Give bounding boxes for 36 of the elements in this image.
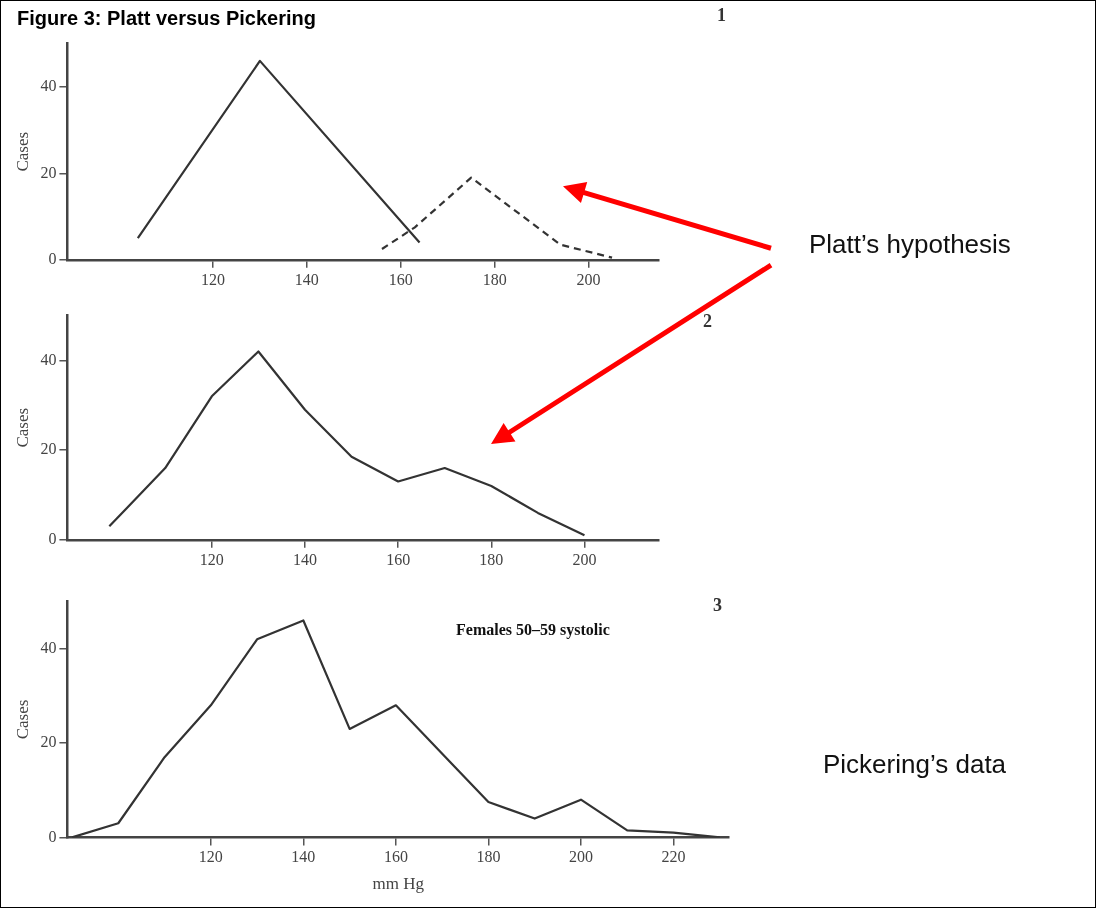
y-tick-label: 20 [40, 733, 57, 751]
text: 2 [703, 311, 712, 332]
y-tick-label: 40 [40, 77, 57, 95]
x-tick-label: 180 [476, 848, 501, 866]
y-tick-label: 20 [40, 163, 57, 181]
text: 1 [717, 5, 726, 26]
x-tick-label: 160 [386, 550, 411, 568]
y-tick-label: 0 [48, 530, 57, 547]
x-tick-label: 200 [568, 848, 593, 866]
text: Pickering’s data [823, 749, 1007, 780]
x-axis-title: mm Hg [372, 874, 425, 894]
x-tick-label: 220 [661, 848, 686, 866]
x-tick-label: 140 [292, 550, 317, 568]
x-tick-label: 120 [199, 550, 224, 568]
x-tick-label: 180 [479, 550, 504, 568]
x-tick-label: 140 [294, 270, 319, 288]
y-tick-label: 0 [48, 250, 57, 267]
y-tick-label: 40 [40, 638, 57, 656]
annotation: 3 [713, 595, 722, 616]
y-axis-title: Cases [12, 131, 32, 172]
x-tick-label: 200 [576, 270, 601, 288]
y-tick-label: 20 [40, 440, 57, 458]
chart-title: Figure 3: Platt versus Pickering [17, 7, 316, 30]
y-tick-label: 0 [48, 827, 57, 845]
x-tick-label: 140 [291, 848, 316, 866]
y-tick-label: 40 [40, 350, 57, 368]
x-tick-label: 180 [482, 270, 507, 288]
y-axis-title: Cases [12, 407, 32, 448]
x-tick-label: 160 [383, 848, 408, 866]
y-axis-title: Cases [12, 699, 32, 740]
x-tick-label: 120 [198, 848, 223, 866]
x-tick-label: 200 [572, 550, 597, 568]
text: Platt’s hypothesis [809, 229, 1011, 260]
x-tick-label: 120 [200, 270, 225, 288]
x-tick-label: 160 [388, 270, 413, 288]
annotation: Females 50–59 systolic [456, 621, 610, 639]
